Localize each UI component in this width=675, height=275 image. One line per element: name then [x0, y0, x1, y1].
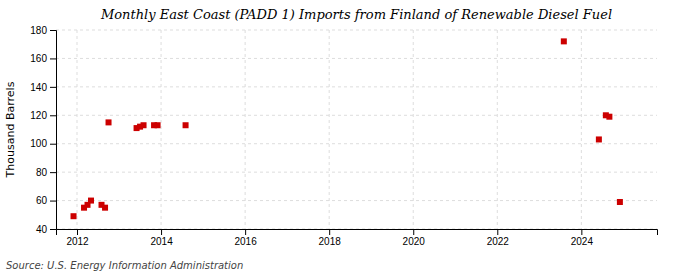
tick-mark [329, 229, 330, 235]
tick-label: 160 [30, 53, 47, 64]
tick: 160 [30, 53, 56, 64]
grid-line [56, 200, 657, 201]
point [102, 205, 108, 211]
point [88, 198, 94, 204]
tick-mark [497, 229, 498, 235]
y-axis-label: Thousand Barrels [4, 81, 17, 178]
grid-line [56, 143, 657, 144]
tick: 2020 [403, 229, 426, 247]
tick-mark [245, 229, 246, 235]
tick: 2018 [319, 229, 342, 247]
tick: 2014 [150, 229, 173, 247]
grid-line [497, 30, 498, 229]
tick-label: 140 [30, 82, 47, 93]
point [71, 213, 77, 219]
tick-label: 80 [36, 167, 48, 178]
grid-line [77, 30, 78, 229]
grid-line [161, 30, 162, 229]
point [141, 122, 147, 128]
tick-label: 2020 [403, 236, 426, 247]
grid-line [56, 58, 657, 59]
tick-mark [581, 229, 582, 235]
tick-label: 2014 [150, 236, 173, 247]
tick-mark [50, 58, 56, 59]
tick-mark [413, 229, 414, 235]
tick-mark [50, 144, 56, 145]
tick-mark [50, 201, 56, 202]
plot: 2012 2014 2016 2018 2020 2022 2024 40 60 80 100 120… [30, 25, 657, 247]
tick-label: 40 [36, 224, 48, 235]
tick: 40 [36, 224, 56, 235]
tick-label: 2022 [487, 236, 510, 247]
point [596, 136, 602, 142]
tick: 2016 [235, 229, 258, 247]
grid-line [56, 86, 657, 87]
x-axis: 2012 2014 2016 2018 2020 2022 2024 [57, 229, 658, 247]
tick-mark [50, 87, 56, 88]
grid [56, 30, 657, 229]
grid-line [581, 30, 582, 229]
point [606, 114, 612, 120]
tick: 2022 [487, 229, 510, 247]
tick: 60 [36, 195, 56, 206]
title: Monthly East Coast (PADD 1) Imports from… [100, 7, 612, 22]
tick-label: 2024 [571, 236, 594, 247]
tick-mark [77, 229, 78, 235]
tick-label: 180 [30, 25, 47, 36]
point [183, 122, 189, 128]
grid-line [245, 30, 246, 229]
tick-label: 100 [30, 138, 47, 149]
axis-line [57, 230, 658, 236]
tick-mark [50, 229, 56, 230]
tick-mark [50, 115, 56, 116]
tick-label: 120 [30, 110, 47, 121]
tick: 2012 [66, 229, 89, 247]
tick-label: 2012 [66, 236, 89, 247]
tick-label: 2016 [235, 236, 258, 247]
grid-line [329, 30, 330, 229]
grid-line [413, 30, 414, 229]
point [561, 38, 567, 44]
axis-line [50, 31, 57, 230]
tick: 120 [30, 110, 56, 121]
tick: 140 [30, 82, 56, 93]
point [617, 199, 623, 205]
point [155, 122, 161, 128]
tick-mark [50, 30, 56, 31]
points [71, 38, 623, 219]
grid-line [56, 30, 657, 31]
tick: 180 [30, 25, 56, 36]
tick: 80 [36, 167, 56, 178]
y-axis: 40 60 80 100 120 140 160 180 [30, 25, 56, 235]
grid-line [56, 172, 657, 173]
tick: 2024 [571, 229, 594, 247]
tick-mark [50, 172, 56, 173]
tick-label: 60 [36, 195, 48, 206]
tick-label: 2018 [319, 236, 342, 247]
chart: 2012 2014 2016 2018 2020 2022 2024 40 60 80 100 120… [0, 0, 675, 275]
grid-line [56, 115, 657, 116]
tick: 100 [30, 138, 56, 149]
source: Source: U.S. Energy Information Administ… [6, 260, 243, 271]
point [106, 119, 112, 125]
tick-mark [161, 229, 162, 235]
